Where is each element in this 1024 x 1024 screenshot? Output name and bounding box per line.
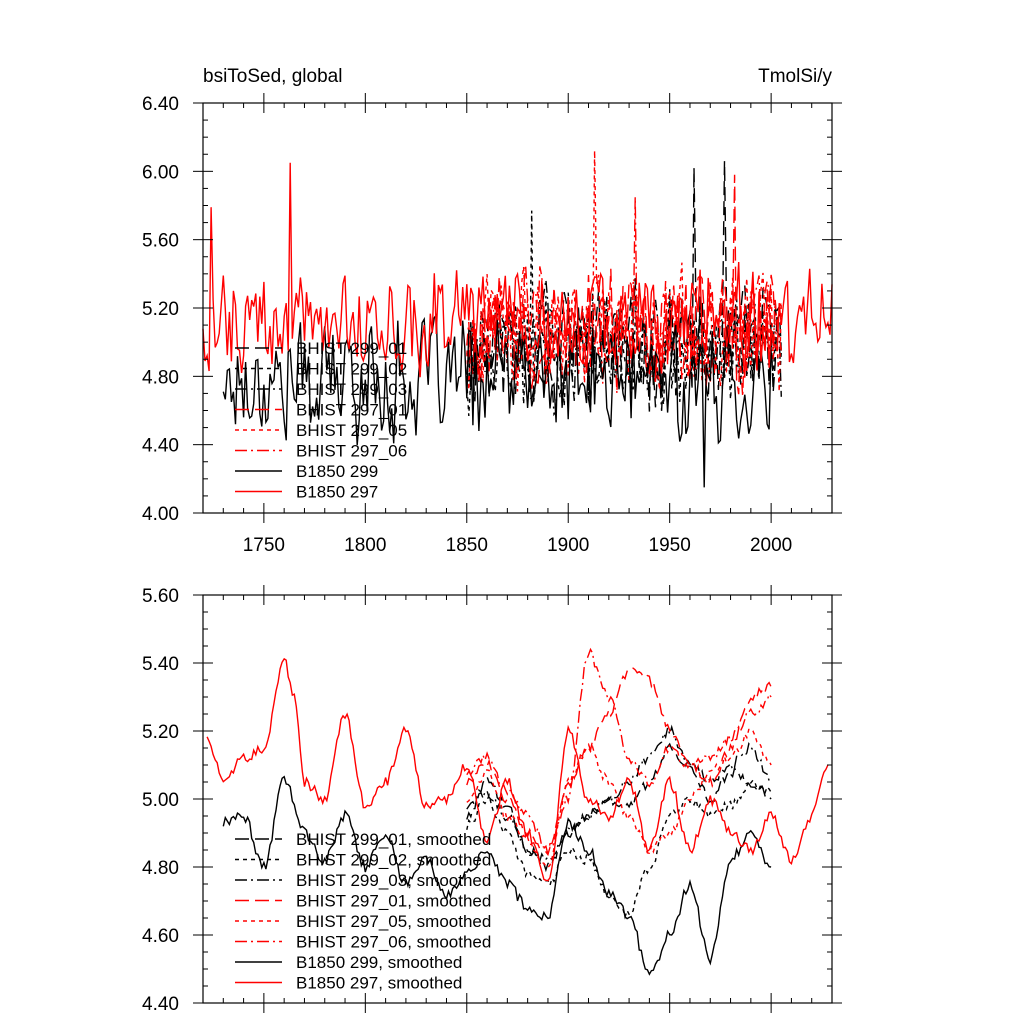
x-tick-label: 1800 <box>344 535 386 556</box>
bottom-series-group <box>206 647 829 976</box>
legend-label: BHIST 299_02, smoothed <box>296 851 491 870</box>
series-line-7 <box>202 162 833 378</box>
top-series-group <box>202 150 833 488</box>
legend-label: B1850 299 <box>296 462 378 481</box>
y-tick-label: 4.80 <box>142 858 179 879</box>
y-tick-label: 5.60 <box>142 586 179 607</box>
legend-label: BHIST 297_06 <box>296 442 407 461</box>
series-line-3 <box>466 667 772 855</box>
y-tick-label: 5.20 <box>142 299 179 320</box>
y-tick-label: 5.00 <box>142 790 179 811</box>
top-panel: bsiToSed, global TmolSi/y 1750 1800 1850 19… <box>142 66 842 556</box>
series-line-6 <box>222 775 772 976</box>
series-line-2 <box>466 724 772 864</box>
series-line-5 <box>466 196 782 397</box>
y-tick-label: 6.00 <box>142 162 179 183</box>
legend-label: BHIST 297_06, smoothed <box>296 933 491 952</box>
legend-label: B1850 297 <box>296 483 378 502</box>
x-tick-label: 1750 <box>243 535 285 556</box>
y-tick-label: 5.40 <box>142 654 179 675</box>
top-title-left: bsiToSed, global <box>203 66 342 87</box>
legend-label: BHIST 299_02 <box>296 360 407 379</box>
series-line-4 <box>466 150 782 392</box>
legend-label: BHIST 299_01, smoothed <box>296 830 491 849</box>
series-line-7 <box>206 657 829 882</box>
legend-label: BHIST 297_05 <box>296 421 407 440</box>
top-axes: 1750 1800 1850 1900 1950 2000 4.00 4.40 4.80 5.20… <box>142 93 842 556</box>
x-tick-label: 2000 <box>750 535 792 556</box>
x-tick-label: 1950 <box>649 535 691 556</box>
y-tick-label: 6.40 <box>142 94 179 115</box>
series-line-0 <box>466 742 772 873</box>
y-tick-label: 5.60 <box>142 231 179 252</box>
legend-label: B1850 299, smoothed <box>296 953 462 972</box>
legend-label: BHIST 297_01, smoothed <box>296 892 491 911</box>
legend-label: BHIST 299_03 <box>296 380 407 399</box>
legend-label: BHIST 299_03, smoothed <box>296 871 491 890</box>
y-tick-label: 4.40 <box>142 436 179 457</box>
series-line-0 <box>466 161 782 412</box>
x-tick-label: 1850 <box>446 535 488 556</box>
bottom-legend: BHIST 299_01, smoothed BHIST 299_02, smoo… <box>235 830 491 993</box>
x-tick-label: 1900 <box>547 535 589 556</box>
y-tick-label: 4.00 <box>142 504 179 525</box>
series-line-4 <box>466 728 772 869</box>
legend-label: BHIST 297_01 <box>296 401 407 420</box>
y-tick-label: 5.20 <box>142 722 179 743</box>
bottom-axes: 4.40 4.60 4.80 5.00 5.20 5.40 5.60 <box>142 585 842 1015</box>
legend-label: B1850 297, smoothed <box>296 974 462 993</box>
series-line-1 <box>466 779 772 920</box>
legend-label: BHIST 297_05, smoothed <box>296 912 491 931</box>
y-tick-label: 4.80 <box>142 367 179 388</box>
legend-label: BHIST 299_01 <box>296 339 407 358</box>
bottom-panel: 4.40 4.60 4.80 5.00 5.20 5.40 5.60 BHIST 299_0… <box>142 585 842 1015</box>
y-tick-label: 4.40 <box>142 994 179 1015</box>
series-line-5 <box>466 647 772 857</box>
series-line-6 <box>222 312 772 488</box>
y-tick-label: 4.60 <box>142 926 179 947</box>
top-title-right: TmolSi/y <box>758 66 832 87</box>
